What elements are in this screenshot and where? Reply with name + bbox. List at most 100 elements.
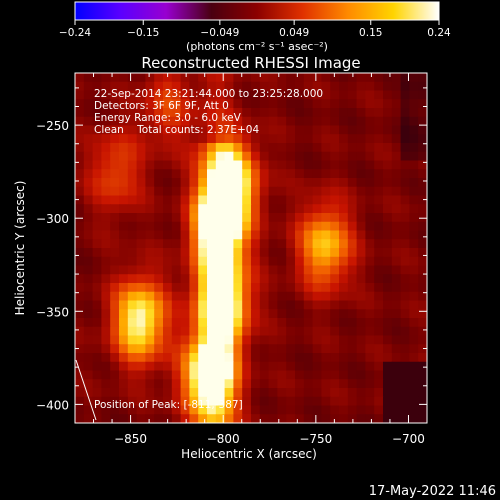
heatmap-cell — [136, 73, 146, 83]
heatmap-cell — [303, 81, 314, 92]
heatmap-cell — [163, 309, 173, 319]
heatmap-cell — [233, 204, 243, 214]
heatmap-cell — [189, 178, 199, 188]
heatmap-cell — [321, 265, 331, 275]
heatmap-cell — [391, 370, 402, 380]
heatmap-cell — [83, 388, 94, 398]
heatmap-cell — [154, 396, 164, 407]
heatmap-cell — [101, 265, 111, 275]
heatmap-cell — [110, 405, 120, 415]
heatmap-cell — [312, 125, 322, 135]
heatmap-cell — [189, 265, 199, 275]
heatmap-cell — [215, 108, 226, 118]
heatmap-cell — [286, 388, 296, 398]
heatmap-cell — [136, 388, 146, 398]
heatmap-cell — [268, 160, 278, 170]
heatmap-cell — [312, 414, 322, 423]
heatmap-cell — [180, 116, 190, 127]
heatmap-cell — [75, 134, 85, 144]
heatmap-cell — [92, 151, 102, 162]
heatmap-cell — [409, 195, 419, 205]
heatmap-cell — [365, 309, 375, 319]
heatmap-cell — [119, 151, 129, 162]
heatmap-cell — [409, 186, 419, 197]
heatmap-cell — [365, 73, 375, 83]
heatmap-cell — [163, 99, 173, 109]
heatmap-cell — [295, 81, 305, 92]
heatmap-cell — [207, 221, 217, 232]
heatmap-cell — [198, 414, 208, 423]
heatmap-cell — [383, 370, 393, 380]
heatmap-cell — [339, 414, 349, 423]
heatmap-cell — [295, 239, 305, 249]
heatmap-cell — [171, 388, 182, 398]
heatmap-cell — [92, 99, 102, 109]
heatmap-cell — [189, 379, 199, 389]
heatmap-cell — [409, 108, 419, 118]
heatmap-cell — [286, 291, 296, 302]
heatmap-cell — [215, 405, 226, 415]
heatmap-cell — [92, 379, 102, 389]
heatmap-cell — [409, 248, 419, 258]
heatmap-cell — [136, 283, 146, 293]
heatmap-cell — [268, 73, 278, 83]
heatmap-cell — [119, 318, 129, 328]
heatmap-cell — [110, 379, 120, 389]
heatmap-cell — [347, 239, 358, 249]
heatmap-cell — [145, 221, 155, 232]
heatmap-cell — [295, 283, 305, 293]
heatmap-cell — [207, 326, 217, 337]
heatmap-cell — [110, 309, 120, 319]
heatmap-cell — [374, 283, 384, 293]
heatmap-cell — [154, 353, 164, 363]
heatmap-cell — [207, 186, 217, 197]
heatmap-cell — [268, 344, 278, 354]
heatmap-cell — [101, 178, 111, 188]
heatmap-cell — [277, 125, 287, 135]
heatmap-cell — [330, 405, 340, 415]
heatmap-cell — [145, 274, 155, 284]
heatmap-cell — [409, 361, 419, 372]
heatmap-cell — [286, 239, 296, 249]
heatmap-cell — [418, 353, 427, 363]
heatmap-cell — [312, 99, 322, 109]
heatmap-cell — [303, 125, 314, 135]
heatmap-cell — [286, 309, 296, 319]
heatmap-cell — [400, 265, 410, 275]
heatmap-cell — [180, 326, 190, 337]
heatmap-cell — [312, 291, 322, 302]
heatmap-cell — [83, 239, 94, 249]
colorbar-tick-label: 0.049 — [279, 27, 309, 39]
heatmap-cell — [383, 335, 393, 345]
heatmap-cell — [145, 265, 155, 275]
heatmap-cell — [356, 283, 366, 293]
info-annotations: 22-Sep-2014 23:21:44.000 to 23:25:28.000… — [94, 88, 323, 136]
heatmap-cell — [303, 274, 314, 284]
heatmap-cell — [268, 361, 278, 372]
heatmap-cell — [92, 178, 102, 188]
heatmap-cell — [303, 291, 314, 302]
heatmap-cell — [224, 221, 234, 232]
heatmap-cell — [312, 73, 322, 83]
heatmap-cell — [268, 248, 278, 258]
heatmap-cell — [251, 143, 261, 153]
colorbar-ticks: −0.24 −0.15 −0.049 0.049 0.15 0.24 — [59, 20, 451, 39]
heatmap-cell — [233, 230, 243, 240]
heatmap-cell — [277, 405, 287, 415]
heatmap-cell — [356, 388, 366, 398]
heatmap-cell — [224, 274, 234, 284]
heatmap-cell — [400, 90, 410, 100]
heatmap-cell — [321, 326, 331, 337]
heatmap-cell — [207, 256, 217, 267]
heatmap-cell — [330, 370, 340, 380]
heatmap-cell — [215, 283, 226, 293]
heatmap-cell — [391, 143, 402, 153]
heatmap-cell — [400, 248, 410, 258]
heatmap-cell — [215, 186, 226, 197]
heatmap-cell — [303, 353, 314, 363]
colorbar-tick-label: 0.15 — [359, 27, 382, 39]
heatmap-cell — [365, 370, 375, 380]
heatmap-cell — [180, 335, 190, 345]
heatmap-cell — [365, 169, 375, 179]
heatmap-cell — [339, 239, 349, 249]
